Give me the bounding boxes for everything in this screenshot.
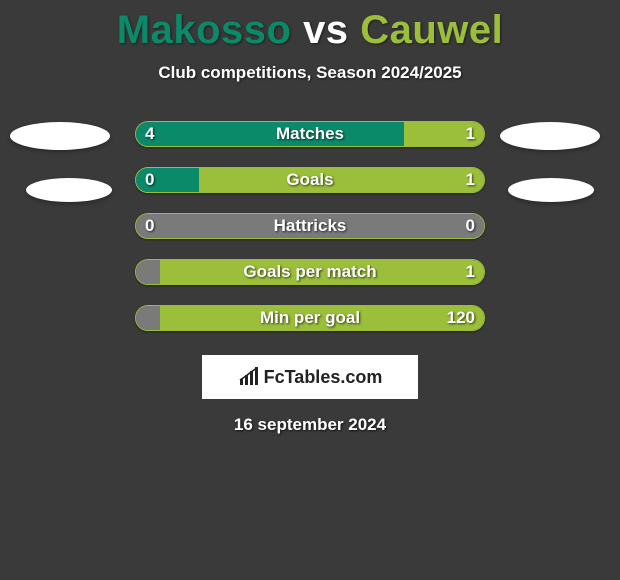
stat-label: Goals bbox=[135, 167, 485, 193]
title-player1: Makosso bbox=[117, 8, 292, 52]
stat-label: Hattricks bbox=[135, 213, 485, 239]
logo-box: FcTables.com bbox=[202, 355, 418, 399]
bar-chart-icon bbox=[238, 367, 260, 387]
badge-ellipse bbox=[10, 122, 110, 150]
title-player2: Cauwel bbox=[360, 8, 503, 52]
comparison-infographic: Makosso vs Cauwel Club competitions, Sea… bbox=[0, 0, 620, 580]
stat-row: 120Min per goal bbox=[0, 295, 620, 341]
stat-row: 00Hattricks bbox=[0, 203, 620, 249]
stat-label: Min per goal bbox=[135, 305, 485, 331]
page-title: Makosso vs Cauwel bbox=[0, 0, 620, 53]
stat-row: 1Goals per match bbox=[0, 249, 620, 295]
subtitle: Club competitions, Season 2024/2025 bbox=[0, 63, 620, 83]
logo-text: FcTables.com bbox=[264, 367, 383, 388]
title-vs: vs bbox=[303, 8, 349, 52]
badge-ellipse bbox=[508, 178, 594, 202]
date-text: 16 september 2024 bbox=[0, 415, 620, 435]
badge-ellipse bbox=[500, 122, 600, 150]
stat-label: Matches bbox=[135, 121, 485, 147]
stat-label: Goals per match bbox=[135, 259, 485, 285]
badge-ellipse bbox=[26, 178, 112, 202]
